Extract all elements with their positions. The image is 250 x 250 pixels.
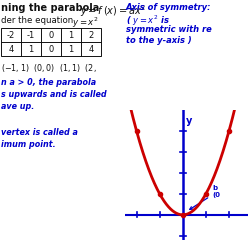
Text: 4: 4 bbox=[8, 44, 14, 54]
Text: ning the parabola: ning the parabola bbox=[1, 3, 103, 13]
Text: 0: 0 bbox=[48, 30, 54, 40]
Text: 1: 1 bbox=[68, 44, 73, 54]
Text: s upwards and is called: s upwards and is called bbox=[1, 90, 106, 99]
Text: n a > 0, the parabola: n a > 0, the parabola bbox=[1, 78, 96, 87]
Text: 0: 0 bbox=[48, 44, 54, 54]
Text: ave up.: ave up. bbox=[1, 102, 34, 111]
Text: der the equation: der the equation bbox=[1, 16, 76, 25]
Text: 1: 1 bbox=[68, 30, 73, 40]
Text: 2: 2 bbox=[88, 30, 94, 40]
Bar bbox=[1, 28, 101, 56]
Text: $y = f\/(x) = ax^2$: $y = f\/(x) = ax^2$ bbox=[80, 3, 146, 19]
Text: vertex is called a: vertex is called a bbox=[1, 128, 78, 137]
Text: y: y bbox=[186, 116, 192, 126]
Text: $(-1, 1)\ \ (0, 0)\ \ (1, 1)\ \ (2,$: $(-1, 1)\ \ (0, 0)\ \ (1, 1)\ \ (2,$ bbox=[1, 62, 97, 74]
Text: b
(0: b (0 bbox=[190, 186, 221, 210]
Text: -2: -2 bbox=[7, 30, 15, 40]
Text: imum point.: imum point. bbox=[1, 140, 56, 149]
Text: ( $y=x^2$ is: ( $y=x^2$ is bbox=[126, 14, 170, 28]
Text: to the y-axis ): to the y-axis ) bbox=[126, 36, 192, 45]
Text: 4: 4 bbox=[88, 44, 94, 54]
Text: $y = x^2$: $y = x^2$ bbox=[72, 16, 99, 30]
Text: 1: 1 bbox=[28, 44, 34, 54]
Text: Axis of symmetry:: Axis of symmetry: bbox=[126, 3, 212, 12]
Text: -1: -1 bbox=[27, 30, 35, 40]
Text: symmetric with re: symmetric with re bbox=[126, 25, 212, 34]
